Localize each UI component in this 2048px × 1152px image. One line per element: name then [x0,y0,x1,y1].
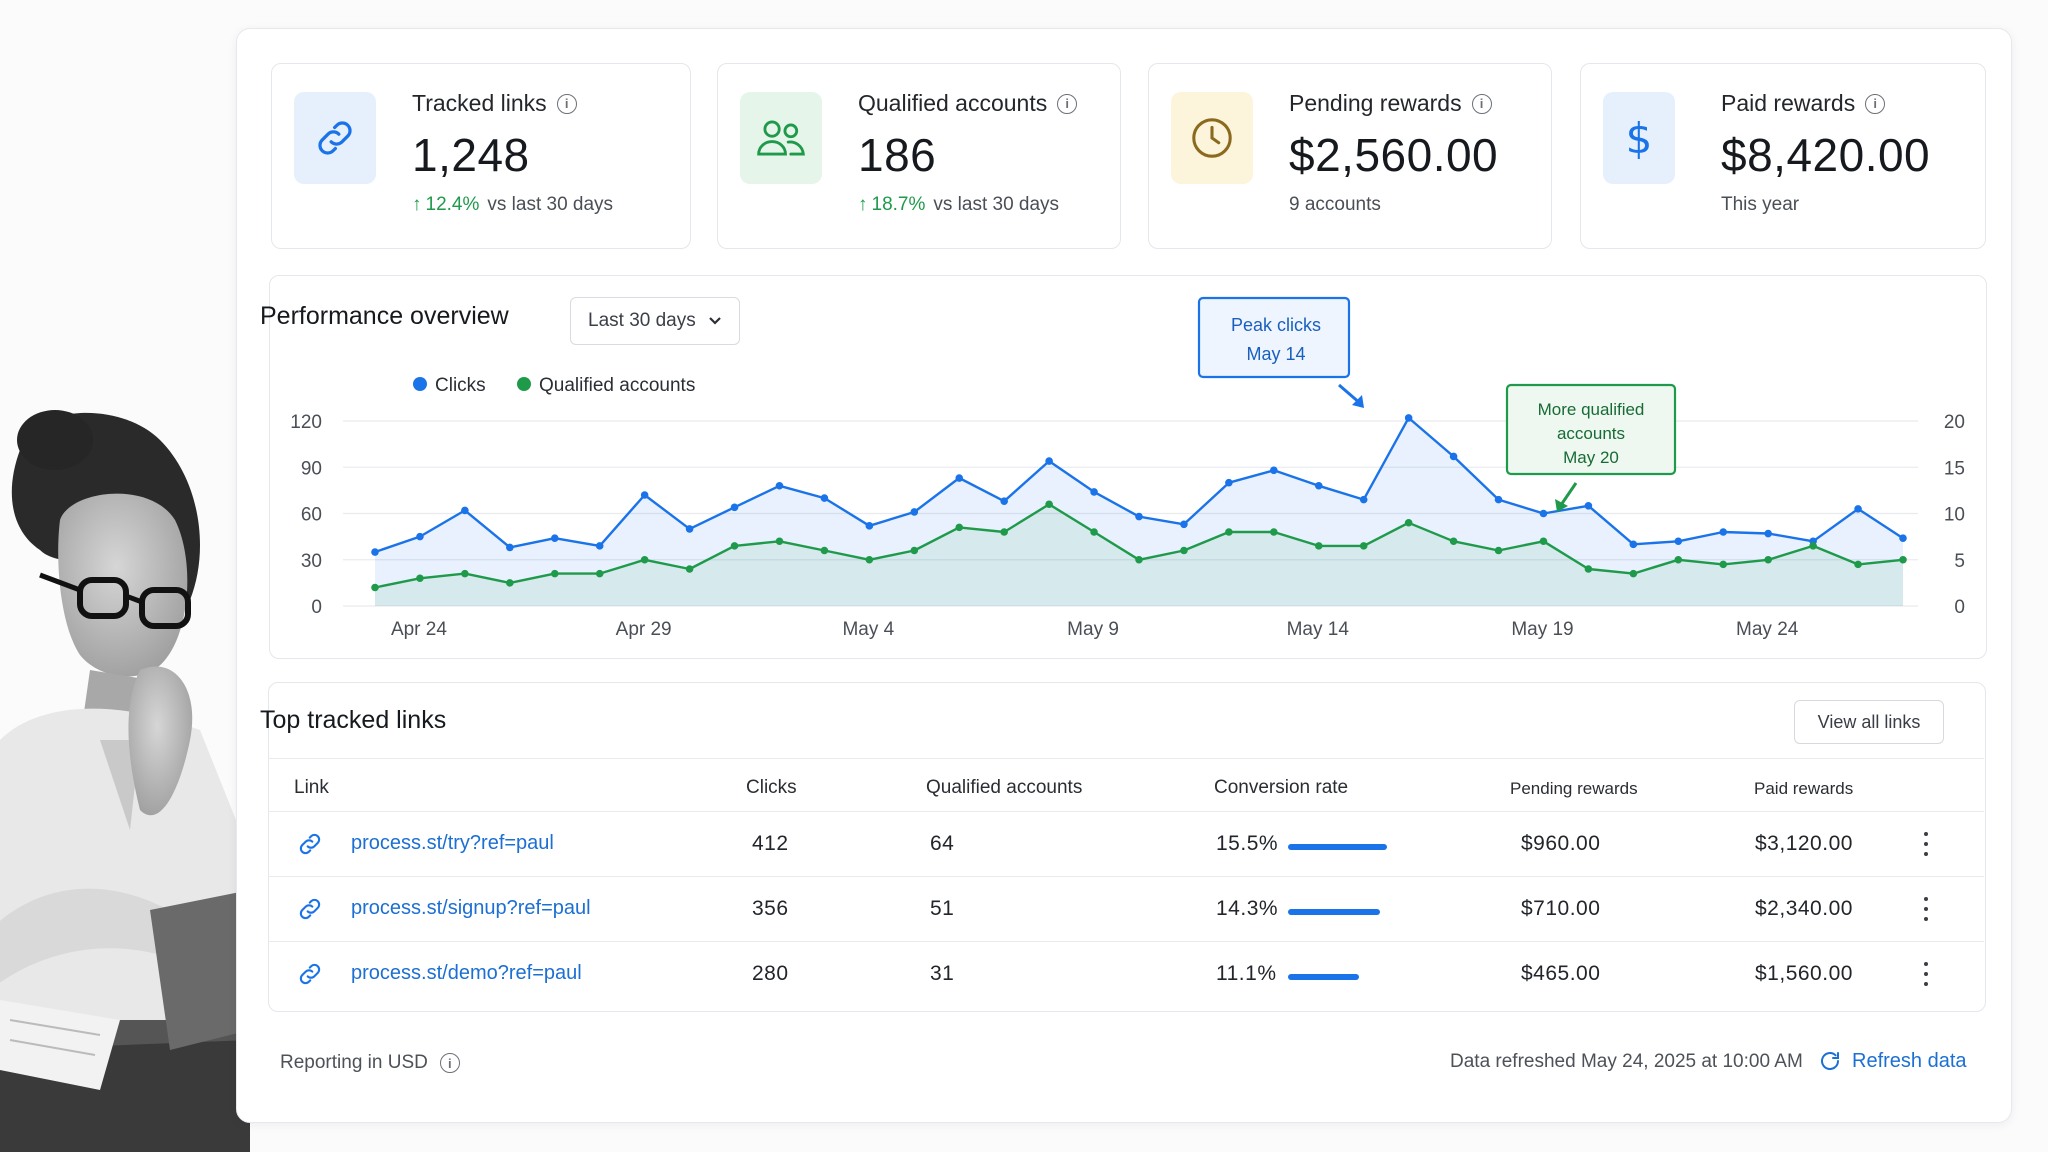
kpi-label: Qualified accounts [858,90,1048,116]
kpi-value: 186 [858,129,937,181]
tracked-link[interactable]: process.st/signup?ref=paul [351,897,591,919]
column-header-conversion[interactable]: Conversion rate [1214,777,1349,798]
link-icon [318,121,352,155]
info-icon[interactable]: i [556,93,577,114]
kpi-label: Paid rewards [1721,90,1856,116]
cell-clicks: 280 [752,962,789,985]
more-options-icon[interactable] [1920,828,1932,860]
conversion-bar [1288,844,1387,850]
dollar-icon: $ [1625,113,1653,163]
top-links-title: Top tracked links [260,706,447,734]
kpi-paid-rewards: $ Paid rewards i $8,420.00 This year [1580,63,1986,249]
table-row[interactable]: process.st/signup?ref=paul 356 51 14.3% $710… [268,877,1984,942]
kpi-icon-box: $ [1603,92,1675,184]
kpi-pending-rewards: Pending rewards i $2,560.00 9 accounts [1148,63,1552,249]
cell-qualified: 31 [930,962,955,985]
cell-conversion: 11.1% [1216,962,1277,985]
users-icon [757,120,805,156]
column-header-link[interactable]: Link [294,777,329,798]
more-options-icon[interactable] [1920,958,1932,990]
link-icon [299,898,321,920]
kpi-delta-text: vs last 30 days [933,194,1060,215]
table-row[interactable]: process.st/demo?ref=paul 280 31 11.1% $465.0… [268,942,1984,1007]
currency-note: Reporting in USD [280,1052,428,1073]
more-options-icon[interactable] [1920,893,1932,925]
link-icon [299,963,321,985]
cell-paid: $2,340.00 [1755,897,1853,920]
cell-conversion: 15.5% [1216,832,1279,855]
cell-clicks: 412 [752,832,789,855]
cell-clicks: 356 [752,897,789,920]
refresh-icon [1821,1052,1839,1070]
cell-pending: $465.00 [1521,962,1601,985]
arrow-up-icon: ↑ [412,194,422,215]
cell-pending: $710.00 [1521,897,1601,920]
data-refreshed-text: Data refreshed May 24, 2025 at 10:00 AM [1450,1051,1803,1072]
clock-icon [1192,118,1232,158]
top-links-card [268,682,1986,1012]
chevron-down-icon [708,317,721,325]
column-header-clicks[interactable]: Clicks [746,777,797,798]
info-icon[interactable]: i [1057,93,1078,114]
tracked-link[interactable]: process.st/demo?ref=paul [351,962,582,984]
conversion-bar [1288,974,1359,980]
info-icon[interactable]: i [1865,93,1886,114]
kpi-value: $2,560.00 [1289,129,1499,181]
cell-paid: $1,560.00 [1755,962,1853,985]
kpi-value: 1,248 [412,129,530,181]
column-header-paid[interactable]: Paid rewards [1754,779,1854,798]
arrow-up-icon: ↑ [858,194,868,215]
column-header-pending[interactable]: Pending rewards [1510,779,1638,798]
footer-currency: Reporting in USD i [280,1052,460,1074]
kpi-label: Pending rewards [1289,90,1462,116]
table-row[interactable]: process.st/try?ref=paul 412 64 15.5% $960.00… [268,812,1984,877]
person-photo [0,410,250,1152]
kpi-icon-box [294,92,376,184]
view-all-links-button[interactable]: View all links [1794,700,1944,744]
refresh-data-label: Refresh data [1852,1049,1967,1072]
date-range-value: Last 30 days [588,310,696,331]
kpi-qualified-accounts: Qualified accounts i 186 ↑ 18.7% vs last 3… [717,63,1121,249]
link-icon [299,833,321,855]
info-icon[interactable]: i [439,1053,460,1073]
performance-card [269,275,1987,659]
cell-qualified: 51 [930,897,955,920]
column-header-qualified[interactable]: Qualified accounts [926,777,1083,798]
kpi-icon-box [1171,92,1253,184]
conversion-bar [1288,909,1380,915]
date-range-select[interactable]: Last 30 days [570,297,740,345]
tracked-link[interactable]: process.st/try?ref=paul [351,832,554,854]
kpi-label: Tracked links [412,90,547,116]
cell-paid: $3,120.00 [1755,832,1853,855]
kpi-subtext: This year [1721,194,1800,215]
kpi-value: $8,420.00 [1721,129,1931,181]
table-header: Link Clicks Qualified accounts Conversio… [268,758,1984,812]
cell-qualified: 64 [930,832,955,855]
kpi-tracked-links: Tracked links i 1,248 ↑ 12.4% vs last 30 d… [271,63,691,249]
info-icon[interactable]: i [1471,93,1492,114]
kpi-icon-box [740,92,822,184]
kpi-delta-pct: 18.7% [871,194,926,215]
refresh-data-button[interactable]: Refresh data [1818,1049,1967,1073]
kpi-delta-text: vs last 30 days [487,194,614,215]
cell-conversion: 14.3% [1216,897,1279,920]
cell-pending: $960.00 [1521,832,1601,855]
performance-title: Performance overview [260,302,509,330]
kpi-subtext: 9 accounts [1289,194,1381,215]
kpi-delta-pct: 12.4% [425,194,480,215]
